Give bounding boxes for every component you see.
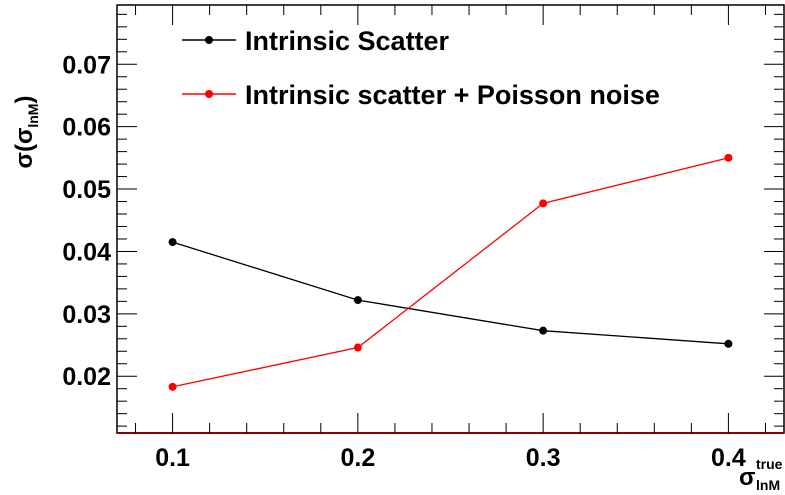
y-axis-title-sub: lnM (25, 104, 41, 128)
y-axis-title-suffix: ) (11, 96, 38, 104)
series-1-point (539, 199, 548, 208)
x-axis-title-sup: true (756, 456, 783, 472)
y-tick-label: 0.05 (62, 176, 111, 204)
svg-text:σ(σlnM): σ(σlnM) (11, 96, 41, 169)
x-axis-title-sub: lnM (756, 477, 780, 493)
x-tick-label: 0.4 (711, 444, 746, 472)
x-tick-label: 0.2 (340, 444, 375, 472)
legend-label-intrinsic-scatter: Intrinsic Scatter (245, 26, 450, 56)
legend-marker-intrinsic-poisson (205, 90, 213, 98)
axis-ticks (117, 5, 784, 433)
y-tick-label: 0.06 (62, 114, 111, 142)
tick-labels: 0.02 0.03 0.04 0.05 0.06 0.07 0.1 0.2 0.3 0.4 (62, 51, 746, 472)
legend-label-intrinsic-poisson: Intrinsic scatter + Poisson noise (245, 80, 660, 110)
y-axis-title-prefix: σ(σ (11, 128, 38, 169)
y-axis-title: σ(σlnM) (11, 96, 41, 169)
y-tick-label: 0.03 (62, 301, 111, 329)
x-axis-title: σ true lnM (739, 456, 783, 493)
legend-marker-intrinsic-scatter (205, 36, 213, 44)
y-tick-label: 0.02 (62, 363, 111, 391)
series-0-point (539, 326, 548, 335)
y-tick-label: 0.04 (62, 238, 111, 266)
x-axis-title-base: σ (739, 464, 755, 491)
y-tick-label: 0.07 (62, 51, 111, 79)
series-0-point (353, 296, 362, 305)
series-line-0 (172, 241, 729, 345)
series-0-point (168, 238, 177, 247)
x-tick-label: 0.1 (155, 444, 190, 472)
x-tick-label: 0.3 (526, 444, 561, 472)
series-line-1 (172, 157, 729, 388)
plot-border (116, 4, 785, 434)
series-1-point (724, 153, 733, 162)
series-1-point (168, 382, 177, 391)
series-0-point (724, 339, 733, 348)
plot-frame (116, 4, 785, 434)
series-lines (168, 153, 733, 391)
series-1-point (353, 343, 362, 352)
legend: Intrinsic Scatter Intrinsic scatter + Po… (182, 26, 660, 110)
